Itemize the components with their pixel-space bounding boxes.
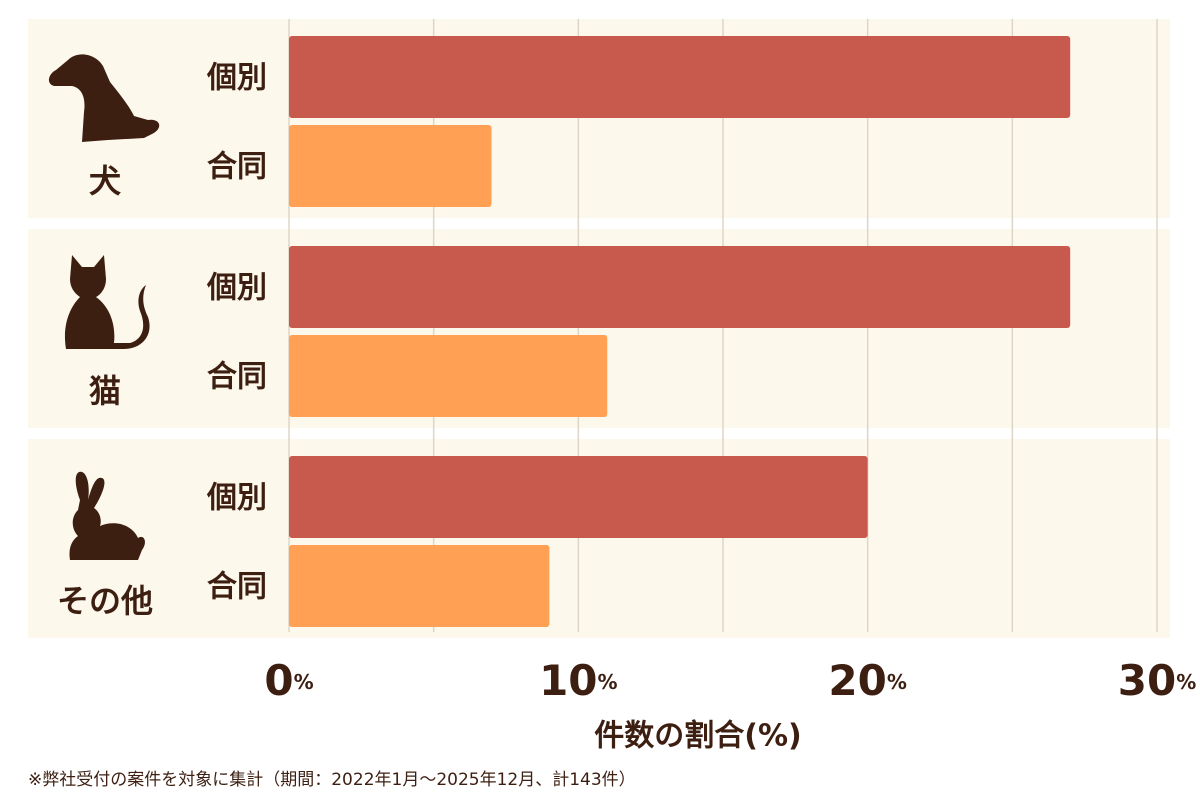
bar: [289, 335, 608, 417]
x-tick-unit: %: [1176, 670, 1196, 694]
series-label: 個別: [206, 61, 267, 96]
icons: [48, 54, 160, 560]
x-tick-value: 0: [264, 656, 293, 705]
category-label: 犬: [89, 162, 121, 200]
series-label: 合同: [207, 570, 267, 605]
x-tick-unit: %: [598, 670, 618, 694]
x-tick-value: 10: [539, 656, 597, 705]
bar: [289, 36, 1071, 118]
bar: [289, 456, 868, 538]
x-tick-label: 30%: [1118, 656, 1197, 705]
cat-icon: [64, 255, 150, 349]
series-label: 合同: [207, 360, 267, 395]
rabbit-icon: [69, 471, 145, 560]
footnote: ※弊社受付の案件を対象に集計（期間：2022年1月～2025年12月、計143件…: [28, 770, 636, 790]
category-label: その他: [57, 582, 153, 620]
bar: [289, 545, 550, 627]
x-tick-label: 20%: [828, 656, 907, 705]
bar: [289, 246, 1071, 328]
dog-icon: [48, 54, 160, 142]
x-tick-label: 10%: [539, 656, 618, 705]
category-label: 猫: [89, 372, 121, 410]
x-axis-title: 件数の割合(%): [594, 719, 801, 754]
x-tick-value: 30: [1118, 656, 1176, 705]
series-label: 個別: [206, 271, 267, 306]
x-tick-unit: %: [294, 670, 314, 694]
x-tick-unit: %: [887, 670, 907, 694]
x-tick-value: 20: [828, 656, 886, 705]
series-label: 合同: [207, 150, 267, 185]
bar: [289, 125, 492, 207]
x-tick-label: 0%: [264, 656, 313, 705]
series-label: 個別: [206, 481, 267, 516]
